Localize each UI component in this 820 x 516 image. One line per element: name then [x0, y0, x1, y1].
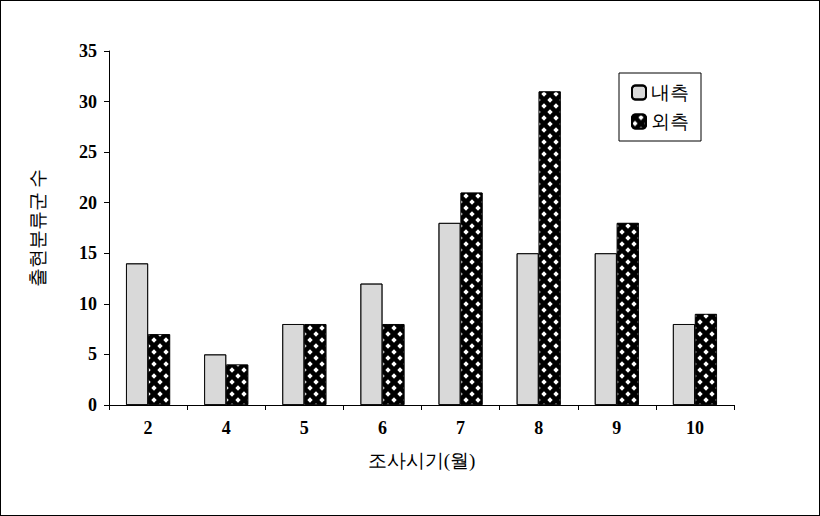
svg-text:6: 6	[378, 418, 387, 438]
svg-text:10: 10	[79, 294, 97, 314]
svg-text:8: 8	[534, 418, 543, 438]
svg-text:5: 5	[300, 418, 309, 438]
svg-text:4: 4	[222, 418, 231, 438]
svg-text:25: 25	[79, 142, 97, 162]
svg-text:9: 9	[612, 418, 621, 438]
svg-text:35: 35	[79, 41, 97, 61]
svg-text:내측: 내측	[651, 82, 689, 103]
svg-text:5: 5	[88, 344, 97, 364]
svg-text:0: 0	[88, 395, 97, 415]
svg-text:20: 20	[79, 193, 97, 213]
svg-text:30: 30	[79, 92, 97, 112]
svg-text:7: 7	[456, 418, 465, 438]
svg-text:조사시기(월): 조사시기(월)	[368, 450, 476, 472]
svg-text:외측: 외측	[651, 111, 689, 132]
svg-text:2: 2	[144, 418, 153, 438]
svg-text:10: 10	[686, 418, 704, 438]
svg-text:15: 15	[79, 243, 97, 263]
svg-text:출현분류군 수: 출현분류군 수	[27, 169, 48, 288]
